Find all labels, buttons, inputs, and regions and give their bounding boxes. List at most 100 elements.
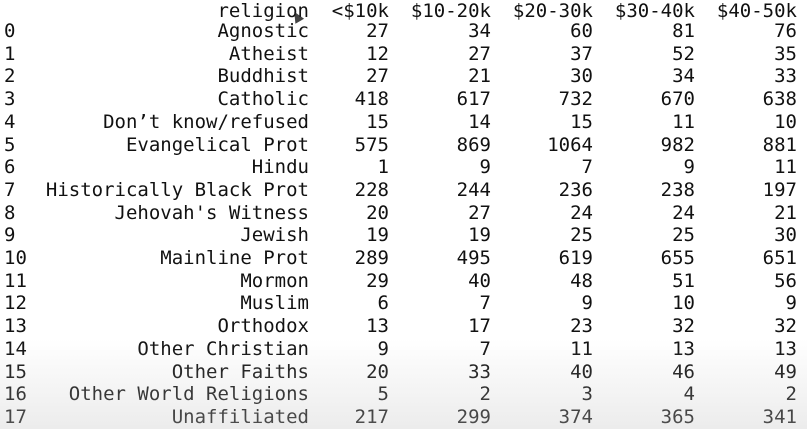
cell-lt10k: 19 [366, 224, 389, 247]
cell-30-40k: 670 [660, 88, 695, 111]
header-30-40k: $30-40k [614, 0, 695, 22]
cell-lt10k: 5 [377, 383, 389, 406]
cell-40-50k: 197 [762, 178, 797, 201]
cell-20-30k: 23 [570, 315, 593, 338]
cell-religion: Atheist [228, 42, 309, 65]
cell-30-40k: 10 [672, 292, 695, 315]
cell-20-30k: 9 [581, 292, 593, 315]
cell-10-20k: 27 [468, 201, 491, 224]
cell-40-50k: 341 [762, 405, 797, 428]
cell-20-30k: 24 [570, 201, 593, 224]
table-row: 13 Orthodox 13 17 23 32 32 [0, 315, 807, 338]
table-row: 6 Hindu 1 9 7 9 11 [0, 156, 807, 179]
table-row: 16 Other World Religions 5 2 3 4 2 [0, 383, 807, 406]
cell-religion: Other Faiths [171, 360, 309, 383]
table-row: 17 Unaffiliated 217 299 374 365 341 [0, 406, 807, 429]
cell-40-50k: 30 [774, 224, 797, 247]
cell-religion: Historically Black Prot [45, 178, 309, 201]
cell-10-20k: 7 [479, 292, 491, 315]
cell-40-50k: 32 [774, 315, 797, 338]
table-row: 15 Other Faiths 20 33 40 46 49 [0, 361, 807, 384]
row-index: 6 [4, 156, 16, 179]
cell-lt10k: 575 [354, 133, 389, 156]
cell-religion: Mormon [240, 269, 309, 292]
cell-20-30k: 7 [581, 156, 593, 179]
cell-30-40k: 4 [683, 383, 695, 406]
cell-40-50k: 56 [774, 269, 797, 292]
cell-religion: Evangelical Prot [125, 133, 309, 156]
table-row: 4 Don’t know/refused 15 14 15 11 10 [0, 111, 807, 134]
cell-40-50k: 13 [774, 337, 797, 360]
cell-30-40k: 81 [672, 20, 695, 42]
cell-30-40k: 25 [672, 224, 695, 247]
header-20-30k: $20-30k [512, 0, 593, 22]
cell-10-20k: 869 [456, 133, 491, 156]
cell-40-50k: 49 [774, 360, 797, 383]
cell-10-20k: 27 [468, 42, 491, 65]
cell-10-20k: 21 [468, 65, 491, 88]
cell-lt10k: 27 [366, 65, 389, 88]
cell-lt10k: 15 [366, 110, 389, 133]
table-row: 5 Evangelical Prot 575 869 1064 982 881 [0, 134, 807, 157]
cell-30-40k: 24 [672, 201, 695, 224]
cell-10-20k: 14 [468, 110, 491, 133]
cell-30-40k: 34 [672, 65, 695, 88]
table-row: 0 Agnostic 27 34 60 81 76 [0, 20, 807, 43]
cell-20-30k: 37 [570, 42, 593, 65]
cell-religion: Agnostic [217, 20, 309, 42]
row-index: 4 [4, 110, 16, 133]
cell-40-50k: 33 [774, 65, 797, 88]
row-index: 8 [4, 201, 16, 224]
cell-10-20k: 9 [479, 156, 491, 179]
cell-20-30k: 3 [581, 383, 593, 406]
cell-lt10k: 418 [354, 88, 389, 111]
cell-lt10k: 289 [354, 247, 389, 269]
header-10-20k: $10-20k [410, 0, 491, 22]
cell-40-50k: 881 [762, 133, 797, 156]
cell-religion: Catholic [217, 88, 309, 111]
table-row: 7 Historically Black Prot 228 244 236 238 197 [0, 179, 807, 202]
cell-religion: Other World Religions [68, 383, 309, 406]
row-index: 13 [4, 315, 27, 338]
cell-lt10k: 13 [366, 315, 389, 338]
row-index: 5 [4, 133, 16, 156]
cell-10-20k: 299 [456, 405, 491, 428]
cell-30-40k: 32 [672, 315, 695, 338]
row-index: 9 [4, 224, 16, 247]
cell-40-50k: 21 [774, 201, 797, 224]
cell-40-50k: 35 [774, 42, 797, 65]
cell-20-30k: 732 [558, 88, 593, 111]
row-index: 7 [4, 178, 16, 201]
cell-20-30k: 60 [570, 20, 593, 42]
row-index: 3 [4, 88, 16, 111]
cell-10-20k: 495 [456, 247, 491, 269]
cell-20-30k: 40 [570, 360, 593, 383]
cell-30-40k: 982 [660, 133, 695, 156]
row-index: 16 [4, 383, 27, 406]
cell-30-40k: 52 [672, 42, 695, 65]
cell-30-40k: 655 [660, 247, 695, 269]
row-index: 10 [4, 247, 27, 269]
table-row: 14 Other Christian 9 7 11 13 13 [0, 338, 807, 361]
cell-40-50k: 2 [785, 383, 797, 406]
cell-lt10k: 20 [366, 360, 389, 383]
cell-30-40k: 365 [660, 405, 695, 428]
cell-40-50k: 9 [785, 292, 797, 315]
cell-lt10k: 228 [354, 178, 389, 201]
cell-religion: Don’t know/refused [103, 110, 309, 133]
cell-religion: Hindu [251, 156, 309, 179]
row-index: 12 [4, 292, 27, 315]
cell-religion: Other Christian [137, 337, 309, 360]
row-index: 15 [4, 360, 27, 383]
table-row: 3 Catholic 418 617 732 670 638 [0, 88, 807, 111]
cell-10-20k: 33 [468, 360, 491, 383]
table-header-row: religion <$10k $10-20k $20-30k $30-40k $… [0, 0, 807, 23]
table-row: 1 Atheist 12 27 37 52 35 [0, 43, 807, 66]
row-index: 0 [4, 20, 16, 42]
cell-10-20k: 2 [479, 383, 491, 406]
cell-40-50k: 10 [774, 110, 797, 133]
cell-20-30k: 25 [570, 224, 593, 247]
cell-20-30k: 1064 [547, 133, 593, 156]
cell-religion: Muslim [240, 292, 309, 315]
